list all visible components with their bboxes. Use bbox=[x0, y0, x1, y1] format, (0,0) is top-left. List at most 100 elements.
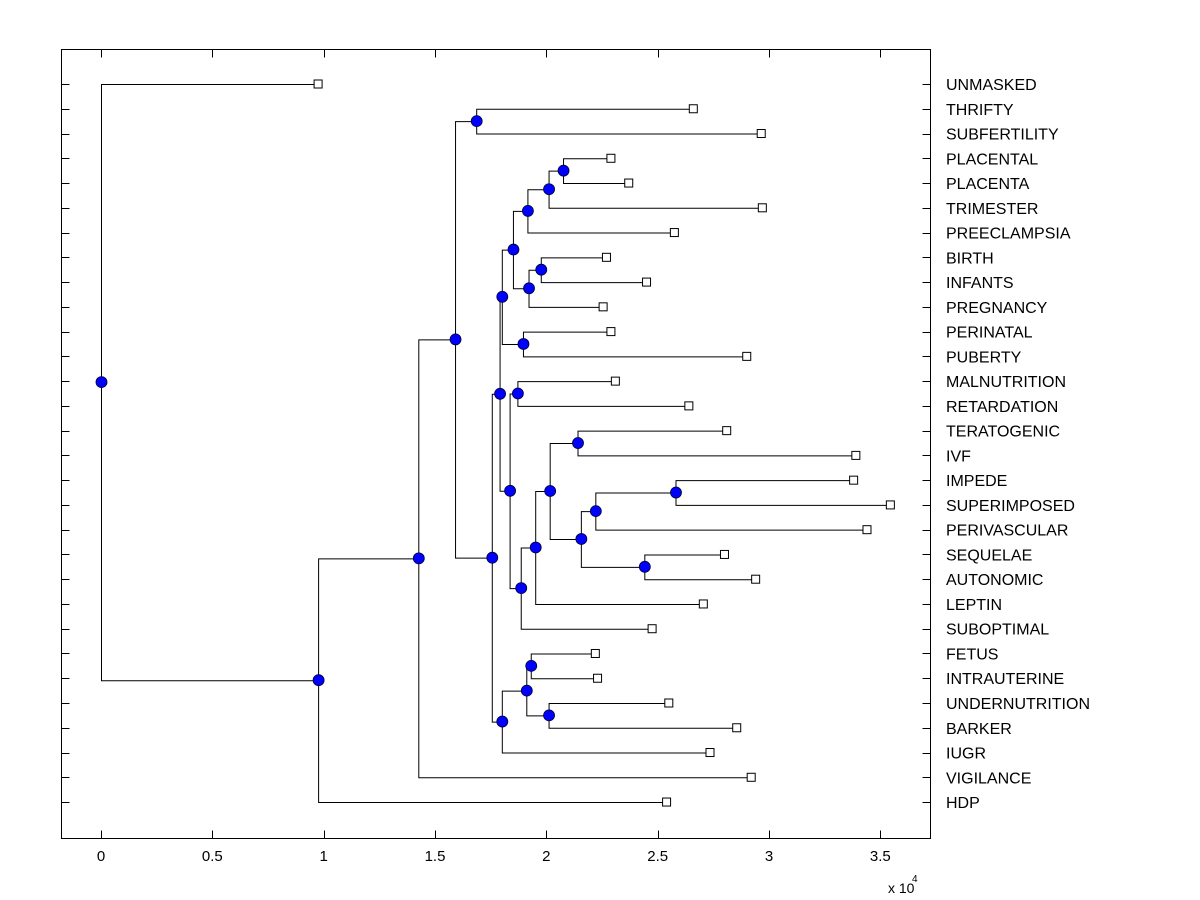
internal-node bbox=[572, 437, 584, 449]
leaf-marker bbox=[662, 797, 672, 807]
leaf-label: SUBOPTIMAL bbox=[946, 622, 1049, 639]
internal-node bbox=[525, 659, 538, 672]
leaf-label: BARKER bbox=[946, 721, 1012, 738]
dendrogram-link bbox=[318, 558, 419, 681]
leaf-label: LEPTIN bbox=[946, 597, 1002, 614]
internal-node bbox=[511, 387, 524, 400]
internal-node bbox=[515, 582, 528, 594]
leaf-label: THRIFTY bbox=[946, 102, 1014, 119]
leaf-marker bbox=[742, 351, 752, 361]
dendrogram-link bbox=[595, 511, 867, 531]
leaf-marker bbox=[590, 648, 600, 658]
leaf-label: PERIVASCULAR bbox=[946, 523, 1068, 540]
leaf-label: HDP bbox=[946, 795, 980, 812]
leaf-label: SUPERIMPOSED bbox=[946, 498, 1075, 515]
leaf-label: RETARDATION bbox=[946, 399, 1058, 416]
internal-node bbox=[412, 552, 425, 565]
dendrogram-link bbox=[595, 492, 676, 512]
leaf-marker bbox=[719, 549, 729, 559]
leaf-label: PREGNANCY bbox=[946, 300, 1048, 317]
dendrogram-link bbox=[535, 547, 704, 605]
dendrogram-link bbox=[101, 84, 319, 383]
dendrogram-link bbox=[520, 588, 653, 630]
dendrogram-link bbox=[548, 189, 763, 209]
dendrogram-link bbox=[101, 382, 319, 682]
leaf-label: SEQUELAE bbox=[946, 547, 1032, 564]
leaf-marker bbox=[593, 673, 603, 683]
x-axis-ticks: 0 0.5 1 1.5 2 2.5 3 3.5 bbox=[97, 49, 891, 865]
internal-node bbox=[575, 533, 588, 545]
internal-node bbox=[522, 204, 534, 217]
internal-node bbox=[496, 290, 509, 303]
internal-node bbox=[449, 333, 462, 346]
x-tick-label: 0.5 bbox=[202, 848, 223, 865]
dendrogram-link bbox=[501, 721, 711, 754]
internal-node bbox=[544, 485, 557, 497]
leaf-label: AUTONOMIC bbox=[946, 572, 1043, 589]
internal-node bbox=[529, 541, 542, 554]
leaf-label: MALNUTRITION bbox=[946, 374, 1066, 391]
leaf-label: UNMASKED bbox=[946, 77, 1037, 94]
leaf-marker bbox=[688, 104, 698, 114]
leaf-label: BIRTH bbox=[946, 250, 994, 267]
leaf-marker bbox=[664, 698, 674, 708]
leaf-marker bbox=[598, 302, 608, 312]
dendrogram-link bbox=[318, 680, 667, 804]
leaf-label: SUBFERTILITY bbox=[946, 127, 1059, 144]
leaf-marker bbox=[849, 475, 859, 485]
internal-node bbox=[520, 684, 533, 697]
dendrogram-link bbox=[527, 189, 549, 211]
leaf-label: VIGILANCE bbox=[946, 770, 1031, 787]
internal-node bbox=[557, 164, 570, 177]
internal-node bbox=[535, 263, 548, 276]
leaf-marker bbox=[705, 748, 715, 758]
internal-nodes bbox=[95, 115, 682, 728]
internal-node bbox=[523, 282, 535, 295]
x-tick-label: 1.5 bbox=[425, 848, 446, 865]
x-axis-multiplier: x 10 bbox=[888, 880, 915, 896]
leaf-label: INTRAUTERINE bbox=[946, 671, 1064, 688]
dendrogram-link bbox=[580, 538, 645, 568]
leaf-marker bbox=[851, 450, 861, 460]
leaf-label: IUGR bbox=[946, 746, 986, 763]
x-axis-multiplier-exponent: 4 bbox=[912, 874, 918, 885]
dendrogram-link bbox=[549, 443, 578, 491]
leaf-label: FETUS bbox=[946, 646, 998, 663]
leaf-marker bbox=[313, 79, 323, 89]
x-tick-label: 2.5 bbox=[647, 848, 668, 865]
internal-node bbox=[507, 243, 520, 256]
leaf-marker bbox=[698, 599, 708, 609]
leaf-marker bbox=[601, 252, 611, 262]
leaf-label: INFANTS bbox=[946, 275, 1014, 292]
leaf-marker bbox=[669, 228, 679, 238]
leaf-marker bbox=[732, 723, 742, 733]
x-tick-label: 0 bbox=[97, 848, 105, 865]
leaf-marker bbox=[722, 426, 732, 436]
leaf-marker bbox=[642, 277, 652, 287]
dendrogram-link bbox=[418, 339, 456, 559]
y-axis-ticks bbox=[61, 84, 931, 803]
plot-area-border bbox=[61, 49, 931, 839]
dendrogram-link bbox=[549, 490, 581, 540]
x-axis-multiplier-base: x 10 bbox=[888, 880, 915, 896]
leaf-labels: UNMASKED THRIFTY SUBFERTILITY PLACENTAL PLAC… bbox=[946, 77, 1090, 812]
leaf-label: IVF bbox=[946, 448, 971, 465]
leaf-marker bbox=[746, 772, 756, 782]
dendrogram-link bbox=[418, 558, 752, 779]
leaf-marker bbox=[751, 574, 761, 584]
x-tick-label: 3 bbox=[765, 848, 773, 865]
leaf-label: PLACENTA bbox=[946, 176, 1030, 193]
leaf-marker bbox=[885, 500, 895, 510]
leaf-label: PLACENTAL bbox=[946, 151, 1038, 168]
internal-node bbox=[638, 560, 651, 573]
internal-node bbox=[496, 715, 509, 728]
leaf-label: PUBERTY bbox=[946, 349, 1022, 366]
dendrogram-link bbox=[528, 288, 604, 308]
leaf-label: PREECLAMPSIA bbox=[946, 226, 1071, 243]
leaf-markers bbox=[313, 79, 895, 807]
internal-node bbox=[589, 505, 602, 518]
leaf-label: TRIMESTER bbox=[946, 201, 1038, 218]
x-tick-label: 2 bbox=[542, 848, 550, 865]
